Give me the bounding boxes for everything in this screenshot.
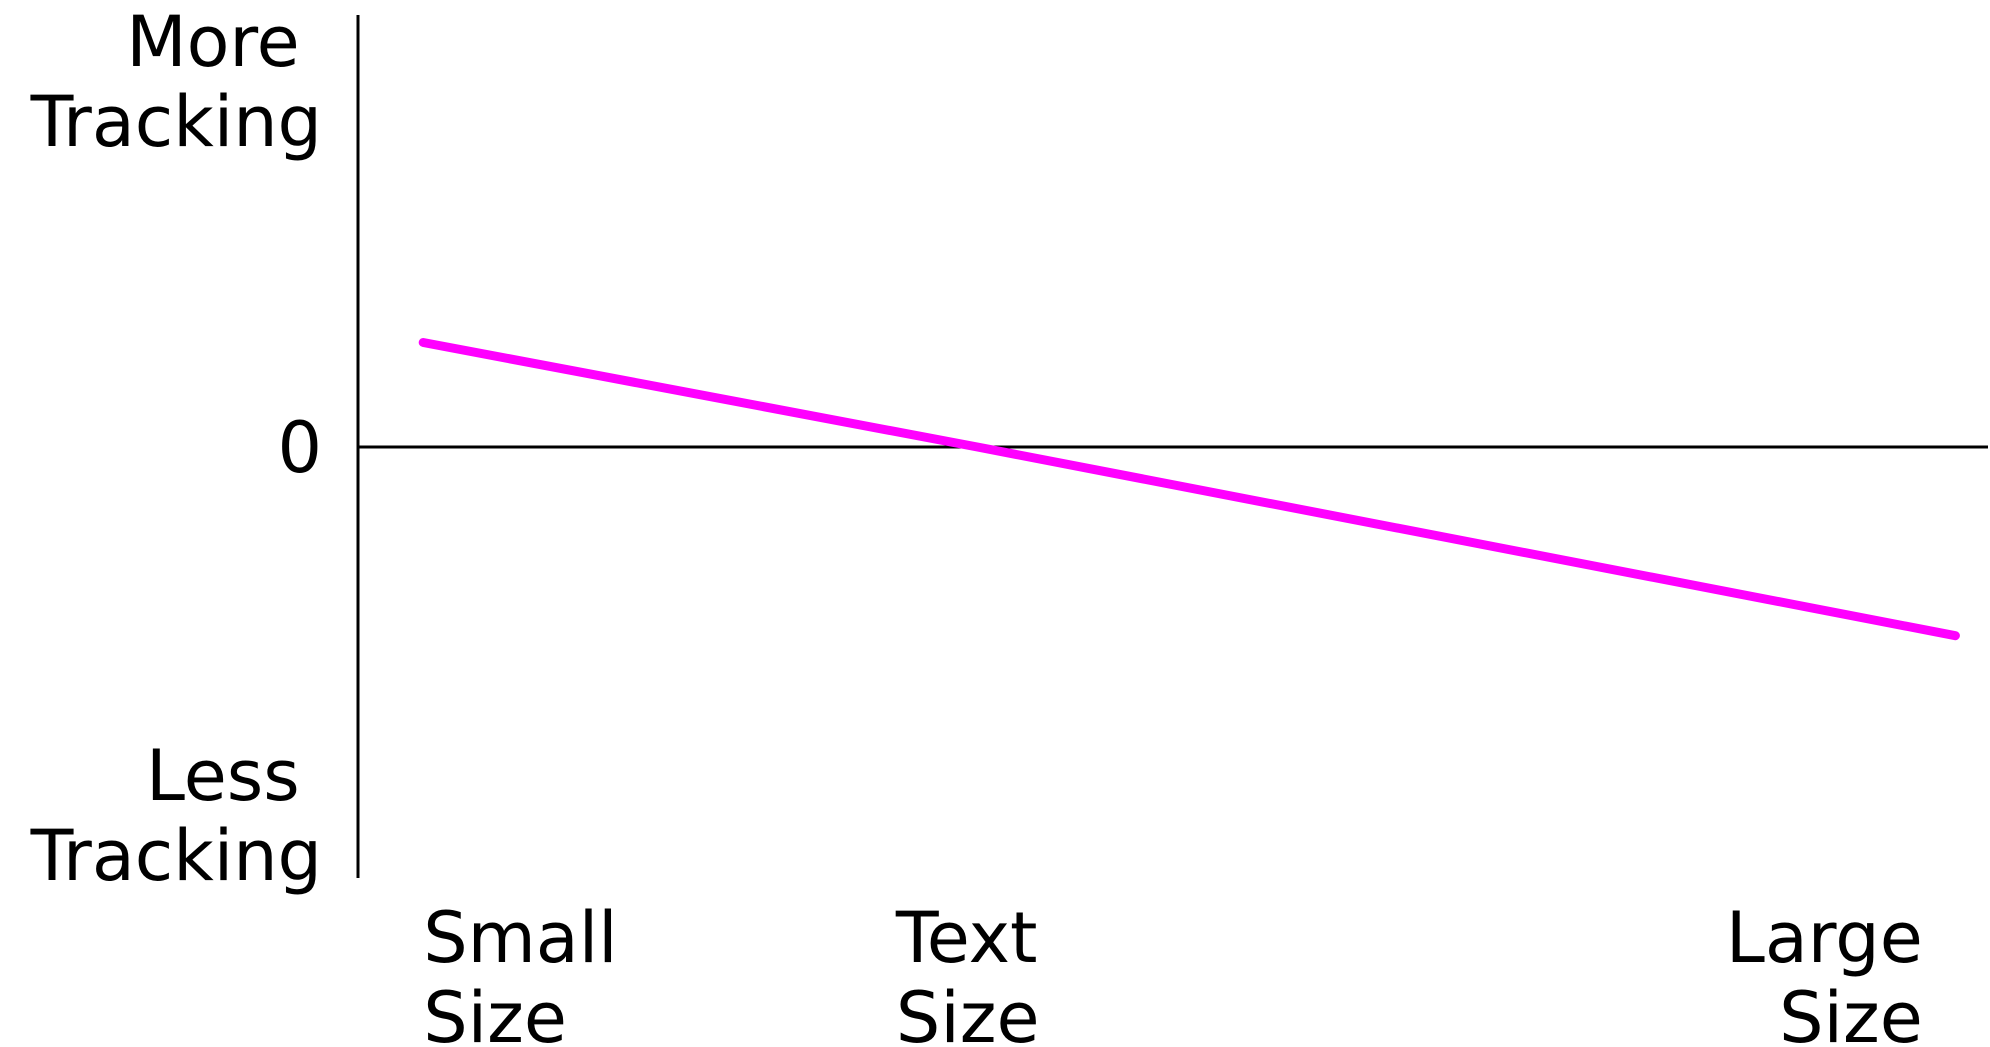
x-tick-label-2: Large Size	[1726, 897, 1923, 1047]
series-line	[418, 338, 1960, 641]
x-tick-label-2-line-1: Large	[1726, 897, 1923, 979]
x-tick-label-0: Small Size	[423, 897, 617, 1047]
y-label-more-line-1: More	[126, 1, 300, 83]
y-label-less-line-2: Tracking	[30, 815, 322, 897]
y-label-more: More Tracking	[30, 1, 322, 163]
y-label-more-line-2: Tracking	[30, 81, 322, 163]
y-label-less: Less Tracking	[30, 735, 322, 897]
y-label-less-line-1: Less	[146, 735, 300, 817]
x-tick-label-1: Text Size	[895, 897, 1040, 1047]
x-tick-label-2-line-2: Size	[1779, 977, 1923, 1047]
y-label-zero: 0	[277, 407, 322, 489]
x-tick-label-1-line-2: Size	[896, 977, 1040, 1047]
x-tick-label-1-line-1: Text	[895, 897, 1038, 979]
x-tick-label-0-line-2: Size	[423, 977, 567, 1047]
x-tick-label-0-line-1: Small	[423, 897, 617, 979]
